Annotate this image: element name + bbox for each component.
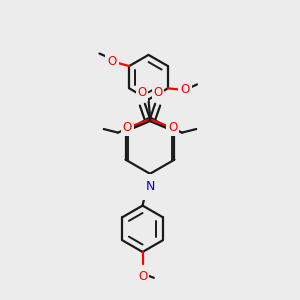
Text: O: O (123, 121, 132, 134)
Text: O: O (138, 270, 147, 283)
Text: N: N (145, 180, 155, 193)
Text: O: O (168, 121, 177, 134)
Text: O: O (137, 86, 147, 99)
Text: O: O (108, 55, 117, 68)
Text: O: O (180, 83, 190, 96)
Text: O: O (153, 86, 163, 99)
